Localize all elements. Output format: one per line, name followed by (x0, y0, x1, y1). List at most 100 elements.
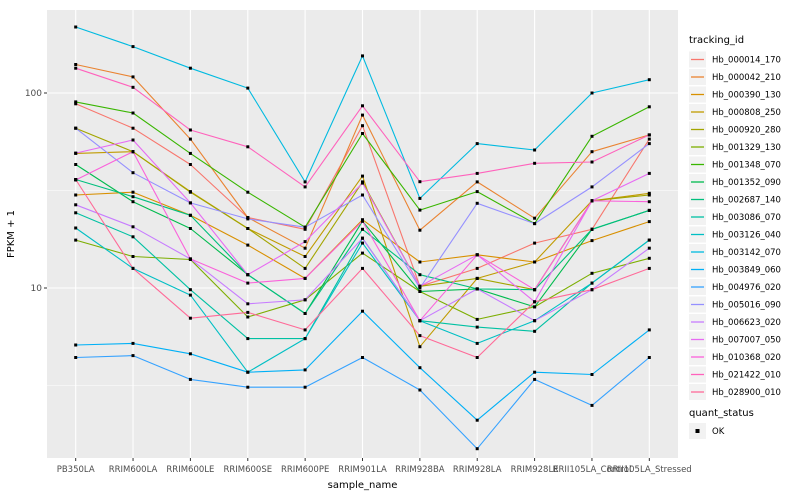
point-Hb_003142_070 (188, 66, 192, 70)
point-Hb_002687_140 (647, 208, 651, 212)
legend-entry-Hb_007007_050: Hb_007007_050 (689, 331, 781, 348)
x-tick-label: RRIM600SE (223, 465, 272, 475)
point-Hb_001348_070 (590, 134, 594, 138)
point-Hb_000920_280 (303, 266, 307, 270)
point-Hb_003849_060 (74, 343, 78, 347)
legend-label: Hb_000808_250 (712, 108, 781, 118)
point-Hb_010368_020 (131, 150, 135, 154)
point-Hb_021422_010 (74, 66, 78, 70)
point-Hb_001329_130 (361, 251, 364, 255)
point-Hb_010368_020 (188, 257, 192, 261)
point-Hb_001348_070 (188, 151, 192, 155)
point-Hb_000808_250 (418, 345, 422, 349)
point-Hb_001348_070 (647, 105, 651, 109)
point-Hb_021422_010 (590, 160, 594, 164)
point-Hb_007007_050 (303, 240, 307, 244)
point-Hb_021422_010 (246, 145, 250, 149)
point-Hb_003849_060 (533, 370, 537, 374)
point-Hb_003126_040 (188, 293, 192, 297)
point-Hb_003126_040 (361, 241, 364, 245)
point-Hb_003126_040 (590, 281, 594, 285)
legend-label: Hb_001329_130 (712, 143, 781, 153)
point-Hb_003142_070 (131, 45, 135, 49)
point-Hb_028900_010 (590, 288, 594, 292)
point-Hb_003086_070 (246, 337, 250, 341)
y-tick-label: 10 (31, 284, 43, 294)
point-Hb_006623_020 (361, 236, 364, 240)
point-Hb_004976_020 (418, 388, 422, 392)
point-Hb_000042_210 (131, 75, 135, 79)
point-Hb_010368_020 (647, 200, 651, 204)
legend-entry-Hb_001352_090: Hb_001352_090 (689, 174, 781, 190)
legend-entry-Hb_006623_020: Hb_006623_020 (689, 314, 781, 330)
point-Hb_021422_010 (303, 185, 307, 189)
point-Hb_010368_020 (246, 281, 250, 285)
point-Hb_000042_210 (590, 150, 594, 154)
point-Hb_003142_070 (533, 148, 537, 152)
point-Hb_003126_040 (303, 337, 307, 341)
x-tick-label: RRIM600PE (281, 465, 329, 475)
point-Hb_005016_090 (303, 225, 307, 229)
legend-label: Hb_003142_070 (712, 248, 781, 258)
legend-entry-Hb_021422_010: Hb_021422_010 (689, 366, 781, 383)
point-Hb_002687_140 (590, 227, 594, 231)
legend-entry-Hb_000042_210: Hb_000042_210 (689, 69, 781, 85)
point-Hb_001329_130 (647, 256, 651, 260)
point-Hb_003086_070 (188, 288, 192, 292)
point-Hb_001348_070 (131, 111, 135, 115)
legend-label: Hb_003126_040 (712, 231, 781, 241)
point-Hb_005016_090 (590, 185, 594, 189)
point-Hb_005016_090 (361, 193, 364, 197)
point-Hb_006623_020 (246, 302, 250, 306)
point-Hb_002687_140 (188, 213, 192, 217)
point-Hb_006623_020 (303, 298, 307, 302)
point-Hb_006623_020 (131, 225, 135, 229)
point-Hb_003849_060 (361, 309, 364, 313)
point-Hb_010368_020 (361, 219, 364, 223)
point-Hb_001348_070 (74, 100, 78, 104)
point-Hb_003849_060 (131, 341, 135, 345)
point-Hb_007007_050 (246, 273, 250, 277)
point-Hb_000920_280 (647, 193, 651, 197)
point-Hb_028900_010 (74, 178, 78, 181)
point-Hb_003849_060 (647, 328, 651, 332)
point-Hb_007007_050 (418, 284, 422, 288)
x-tick-label: RRII105LA_Control (553, 465, 632, 475)
legend-label: Hb_001348_070 (712, 161, 781, 171)
x-axis-title: sample_name (328, 480, 398, 491)
legend-label: Hb_007007_050 (712, 336, 781, 346)
legend-label: Hb_004976_020 (712, 283, 781, 293)
legend-entry-Hb_003086_070: Hb_003086_070 (689, 209, 781, 225)
point-Hb_006623_020 (475, 287, 479, 291)
legend-entry-Hb_000390_130: Hb_000390_130 (689, 86, 781, 103)
point-Hb_005016_090 (246, 217, 250, 221)
point-Hb_005016_090 (475, 201, 479, 205)
point-Hb_001329_130 (131, 255, 135, 258)
point-Hb_001352_090 (533, 305, 537, 309)
point-Hb_000808_250 (303, 255, 307, 258)
legend-entry-quant-OK: OK (689, 423, 725, 439)
point-Hb_006623_020 (533, 319, 537, 323)
point-Hb_004976_020 (647, 356, 651, 359)
point-Hb_004976_020 (188, 377, 192, 381)
point-Hb_001348_070 (475, 190, 479, 194)
point-Hb_005016_090 (418, 286, 422, 290)
x-tick-label: RRIM600LE (166, 465, 214, 475)
point-Hb_000042_210 (475, 180, 479, 184)
axes: 10 100 PB350LA RRIM600LA RRIM600LE RRIM600SE R… (6, 89, 692, 491)
point-Hb_000808_250 (361, 174, 364, 178)
point-Hb_002687_140 (361, 227, 364, 231)
point-Hb_005016_090 (74, 126, 78, 130)
legend-key-point (695, 429, 700, 433)
point-Hb_007007_050 (188, 201, 192, 205)
point-Hb_021422_010 (131, 85, 135, 89)
point-Hb_005016_090 (131, 171, 135, 175)
point-Hb_000808_250 (647, 191, 651, 195)
point-Hb_000390_130 (246, 243, 250, 247)
point-Hb_003086_070 (475, 325, 479, 329)
point-Hb_021422_010 (361, 104, 364, 108)
legend-label: OK (712, 427, 725, 437)
point-Hb_003849_060 (418, 366, 422, 370)
point-Hb_004976_020 (533, 377, 537, 381)
